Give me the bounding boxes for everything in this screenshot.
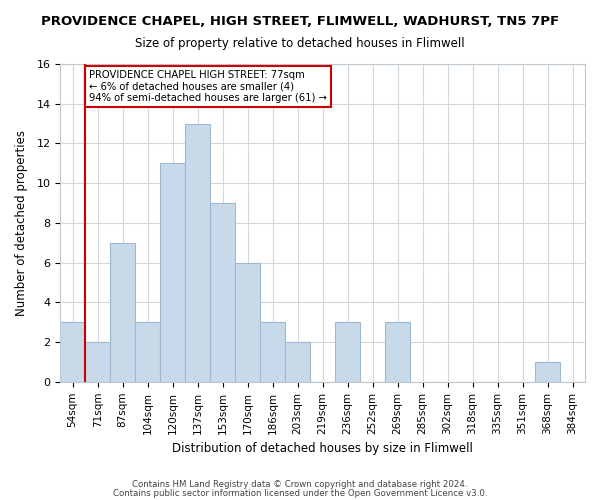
X-axis label: Distribution of detached houses by size in Flimwell: Distribution of detached houses by size … [172,442,473,455]
Text: Size of property relative to detached houses in Flimwell: Size of property relative to detached ho… [135,38,465,51]
Bar [85,342,110,382]
Bar [260,322,285,382]
Y-axis label: Number of detached properties: Number of detached properties [15,130,28,316]
Bar [210,203,235,382]
Bar [60,322,85,382]
Bar [110,243,135,382]
Text: Contains HM Land Registry data © Crown copyright and database right 2024.: Contains HM Land Registry data © Crown c… [132,480,468,489]
Bar [285,342,310,382]
Text: Contains public sector information licensed under the Open Government Licence v3: Contains public sector information licen… [113,488,487,498]
Bar [535,362,560,382]
Bar [385,322,410,382]
Bar [135,322,160,382]
Bar [335,322,360,382]
Bar [235,262,260,382]
Bar [185,124,210,382]
Text: PROVIDENCE CHAPEL, HIGH STREET, FLIMWELL, WADHURST, TN5 7PF: PROVIDENCE CHAPEL, HIGH STREET, FLIMWELL… [41,15,559,28]
Bar [160,164,185,382]
Text: PROVIDENCE CHAPEL HIGH STREET: 77sqm
← 6% of detached houses are smaller (4)
94%: PROVIDENCE CHAPEL HIGH STREET: 77sqm ← 6… [89,70,327,103]
